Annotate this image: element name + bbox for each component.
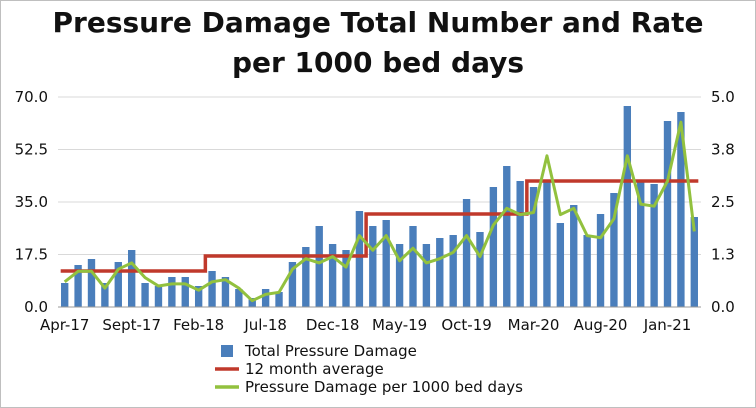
x-tick-label: Apr-17 [40, 316, 90, 334]
bar [248, 298, 256, 307]
y-left-tick-label: 17.5 [15, 246, 48, 264]
bar [422, 244, 431, 307]
x-tick-label: Sept-17 [102, 316, 161, 334]
y-left-tick-label: 35.0 [15, 193, 48, 211]
chart-title-line-1: Pressure Damage Total Number and Rate [53, 6, 704, 39]
bar [114, 262, 122, 307]
x-tick-label: Jan-21 [643, 316, 692, 334]
bar [395, 244, 404, 307]
bar [154, 286, 163, 307]
bar [637, 181, 645, 307]
x-tick-label: Aug-20 [574, 316, 628, 334]
y-right-tick-label: 2.5 [711, 193, 735, 211]
bar [409, 226, 417, 307]
bar [61, 283, 69, 307]
line-series [60, 120, 699, 303]
y-left-tick-label: 0.0 [24, 298, 48, 316]
x-tick-label: Jul-18 [243, 316, 287, 334]
bar [462, 199, 471, 307]
bar [221, 277, 230, 307]
gridlines [58, 96, 701, 255]
bar [342, 250, 350, 307]
bar-series-total-pressure-damage [61, 106, 698, 307]
legend-label: Total Pressure Damage [244, 342, 417, 360]
bar [328, 244, 337, 307]
legend-swatch-bar [221, 345, 233, 357]
bar [476, 232, 484, 307]
bar [261, 289, 270, 307]
bar [355, 211, 364, 307]
bar [529, 187, 538, 307]
bar [556, 223, 565, 307]
bar [650, 184, 658, 307]
y-right-tick-label: 5.0 [711, 88, 735, 106]
bar [570, 205, 578, 307]
bar [315, 226, 323, 307]
bar [302, 247, 310, 307]
legend-label: 12 month average [245, 360, 384, 378]
bar [235, 289, 243, 307]
bar [288, 262, 297, 307]
bar [168, 277, 176, 307]
bar [516, 181, 524, 307]
x-tick-label: Oct-19 [441, 316, 491, 334]
bar [489, 187, 498, 307]
bar [543, 181, 551, 307]
line-12-month-average [60, 179, 699, 273]
bar [127, 250, 136, 307]
bar [690, 217, 698, 307]
y-right-tick-label: 1.3 [711, 246, 735, 264]
bar [208, 271, 216, 307]
axes: 0.0 17.5 35.0 52.5 70.0 0.0 1.3 2.5 3.8 5.0 Apr-17… [15, 88, 735, 334]
bar [610, 193, 618, 307]
bar [663, 121, 672, 307]
bar [87, 259, 96, 307]
bar [382, 220, 390, 307]
x-tick-label: May-19 [372, 316, 427, 334]
x-tick-label: Mar-20 [508, 316, 560, 334]
x-tick-label: Feb-18 [173, 316, 224, 334]
bar [369, 226, 377, 307]
y-left-tick-label: 52.5 [15, 141, 48, 159]
bar [583, 235, 591, 307]
y-left-tick-label: 70.0 [15, 88, 48, 106]
y-right-tick-label: 3.8 [711, 141, 735, 159]
bar [449, 235, 457, 307]
bar [503, 166, 511, 307]
line-rate-per-1000-bed-days [63, 120, 696, 303]
bar [677, 112, 685, 307]
y-right-tick-label: 0.0 [711, 298, 735, 316]
bar [436, 238, 444, 307]
bar [141, 283, 149, 307]
bar [101, 283, 109, 307]
bar [194, 286, 203, 307]
x-tick-label: Dec-18 [306, 316, 360, 334]
bar [596, 214, 605, 307]
bar [181, 277, 189, 307]
bar [275, 292, 283, 307]
legend-label: Pressure Damage per 1000 bed days [245, 378, 523, 396]
chart-title-line-2: per 1000 bed days [232, 46, 524, 79]
bar [74, 265, 82, 307]
bar [623, 106, 632, 307]
